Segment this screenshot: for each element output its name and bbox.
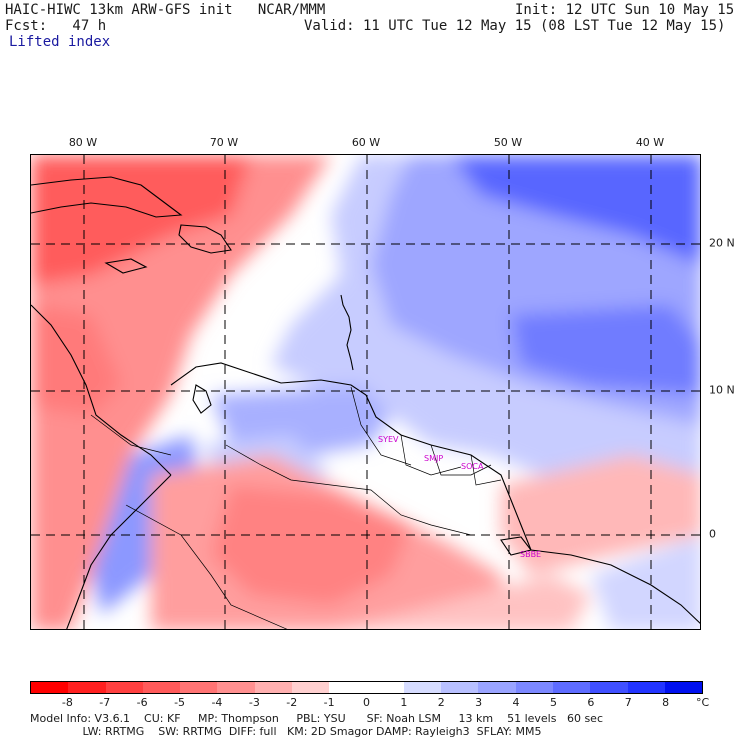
colorbar-swatch <box>664 682 703 693</box>
colorbar-swatch <box>254 682 292 693</box>
colorbar-tick-label: 3 <box>475 696 483 709</box>
colorbar-swatch <box>627 682 665 693</box>
valid-time: Valid: 11 UTC Tue 12 May 15 (08 LST Tue … <box>304 18 726 34</box>
lon-label-50w: 50 W <box>493 136 523 149</box>
colorbar-swatch <box>552 682 591 693</box>
colorbar-tick-label: 6 <box>587 696 595 709</box>
station-label-soca: SOCA <box>461 462 484 471</box>
colorbar-tick-label: 5 <box>549 696 557 709</box>
colorbar-swatch <box>441 682 479 693</box>
map-canvas: SYEV SMJP SOCA SBBE <box>31 155 700 629</box>
colorbar-tick-label: -6 <box>136 696 148 709</box>
colorbar-swatch <box>515 682 553 693</box>
shaded-field <box>31 155 700 629</box>
colorbar-tick-label: 8 <box>662 696 670 709</box>
field-name: Lifted index <box>9 34 111 50</box>
station-label-sbbe: SBBE <box>520 550 541 559</box>
colorbar-swatch <box>403 682 442 693</box>
colorbar-swatch <box>291 682 330 693</box>
lifted-index-map: SYEV SMJP SOCA SBBE <box>30 154 701 630</box>
colorbar-swatch <box>68 682 106 693</box>
colorbar-swatch <box>180 682 218 693</box>
lat-label-0: 0 <box>709 527 716 541</box>
station-label-smjp: SMJP <box>424 454 443 463</box>
model-info-line2: LW: RRTMG SW: RRTMG DIFF: full KM: 2D Sm… <box>30 725 542 738</box>
colorbar <box>30 681 703 694</box>
colorbar-tick-label: 7 <box>624 696 632 709</box>
colorbar-swatch <box>329 682 367 693</box>
lon-label-70w: 70 W <box>209 136 239 149</box>
colorbar-tick-label: 1 <box>400 696 408 709</box>
colorbar-swatch <box>590 682 628 693</box>
colorbar-swatch <box>217 682 255 693</box>
colorbar-tick-label: 4 <box>512 696 520 709</box>
colorbar-swatch <box>478 682 516 693</box>
colorbar-tick-label: 2 <box>437 696 445 709</box>
colorbar-swatch <box>31 682 69 693</box>
colorbar-tick-label: -4 <box>211 696 223 709</box>
lon-label-40w: 40 W <box>635 136 665 149</box>
lat-label-20n: 20 N <box>709 236 735 250</box>
colorbar-tick-label: -8 <box>61 696 73 709</box>
colorbar-swatch <box>366 682 404 693</box>
colorbar-swatch <box>142 682 181 693</box>
lat-label-10n: 10 N <box>709 383 735 397</box>
header-title: HAIC-HIWC 13km ARW-GFS init NCAR/MMM <box>5 2 326 18</box>
colorbar-tick-label: -5 <box>174 696 186 709</box>
colorbar-tick-label: -2 <box>286 696 298 709</box>
colorbar-unit: °C <box>696 696 710 709</box>
colorbar-tick-label: -3 <box>248 696 260 709</box>
colorbar-tick-label: -1 <box>323 696 335 709</box>
init-time: Init: 12 UTC Sun 10 May 15 <box>515 2 735 18</box>
colorbar-swatch <box>105 682 143 693</box>
lon-label-80w: 80 W <box>68 136 98 149</box>
lon-label-60w: 60 W <box>351 136 381 149</box>
colorbar-tick-label: 0 <box>363 696 370 709</box>
station-label-syev: SYEV <box>378 435 399 444</box>
colorbar-tick-label: -7 <box>99 696 111 709</box>
model-info-line1: Model Info: V3.6.1 CU: KF MP: Thompson P… <box>30 712 603 725</box>
coastlines <box>31 176 700 629</box>
forecast-hour: Fcst: 47 h <box>5 18 107 34</box>
